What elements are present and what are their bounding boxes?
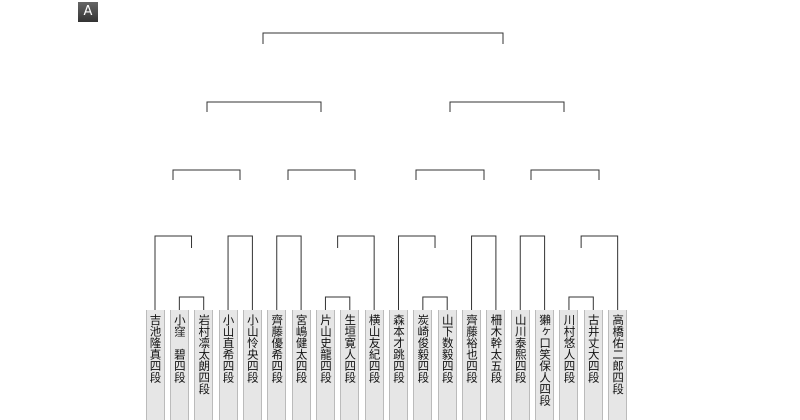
- player-name: 齊藤優希四段: [267, 310, 287, 420]
- player-name: 片山史龍四段: [315, 310, 335, 420]
- bracket-line: [398, 235, 436, 310]
- player-name: 小窪 碧四段: [169, 310, 189, 420]
- player-name: 宮嶋健太四段: [291, 310, 311, 420]
- player-name: 柵木幹太五段: [486, 310, 506, 420]
- bracket-line: [324, 296, 351, 310]
- player-name: 小山直希四段: [218, 310, 238, 420]
- bracket-line: [172, 169, 241, 180]
- bracket-line: [415, 169, 485, 180]
- badge: A: [78, 2, 98, 22]
- bracket-line: [568, 296, 594, 310]
- player-name: 川村悠人四段: [559, 310, 579, 420]
- bracket-line: [519, 235, 546, 310]
- player-name: 岩村凛太朗四段: [194, 310, 214, 420]
- player-name: 山下数毅四段: [437, 310, 457, 420]
- bracket-line: [287, 169, 356, 180]
- bracket-line: [449, 101, 565, 112]
- player-name: 小山怜央四段: [242, 310, 262, 420]
- bracket-line: [337, 235, 375, 310]
- bracket-line: [154, 235, 193, 310]
- player-name: 生垣寛人四段: [340, 310, 360, 420]
- bracket-line: [276, 235, 302, 310]
- player-name: 炭崎俊毅四段: [413, 310, 433, 420]
- bracket-line: [227, 235, 253, 310]
- player-name: 古井丈大四段: [583, 310, 603, 420]
- bracket-line: [580, 235, 619, 310]
- player-name: 獺ヶ口笑保人四段: [535, 310, 555, 420]
- bracket-line: [471, 235, 497, 310]
- player-name: 山川泰熙四段: [510, 310, 530, 420]
- player-name: 森本才跳四段: [389, 310, 408, 420]
- player-name: 齊藤裕也四段: [462, 310, 482, 420]
- bracket-line: [206, 101, 322, 112]
- bracket-line: [178, 296, 205, 310]
- bracket-line: [262, 32, 504, 44]
- bracket-line: [422, 296, 448, 310]
- player-name: 高橋佑二郎四段: [608, 310, 628, 420]
- bracket-line: [530, 169, 600, 180]
- player-name: 吉池隆真四段: [145, 310, 165, 420]
- player-name: 横山友紀四段: [364, 310, 384, 420]
